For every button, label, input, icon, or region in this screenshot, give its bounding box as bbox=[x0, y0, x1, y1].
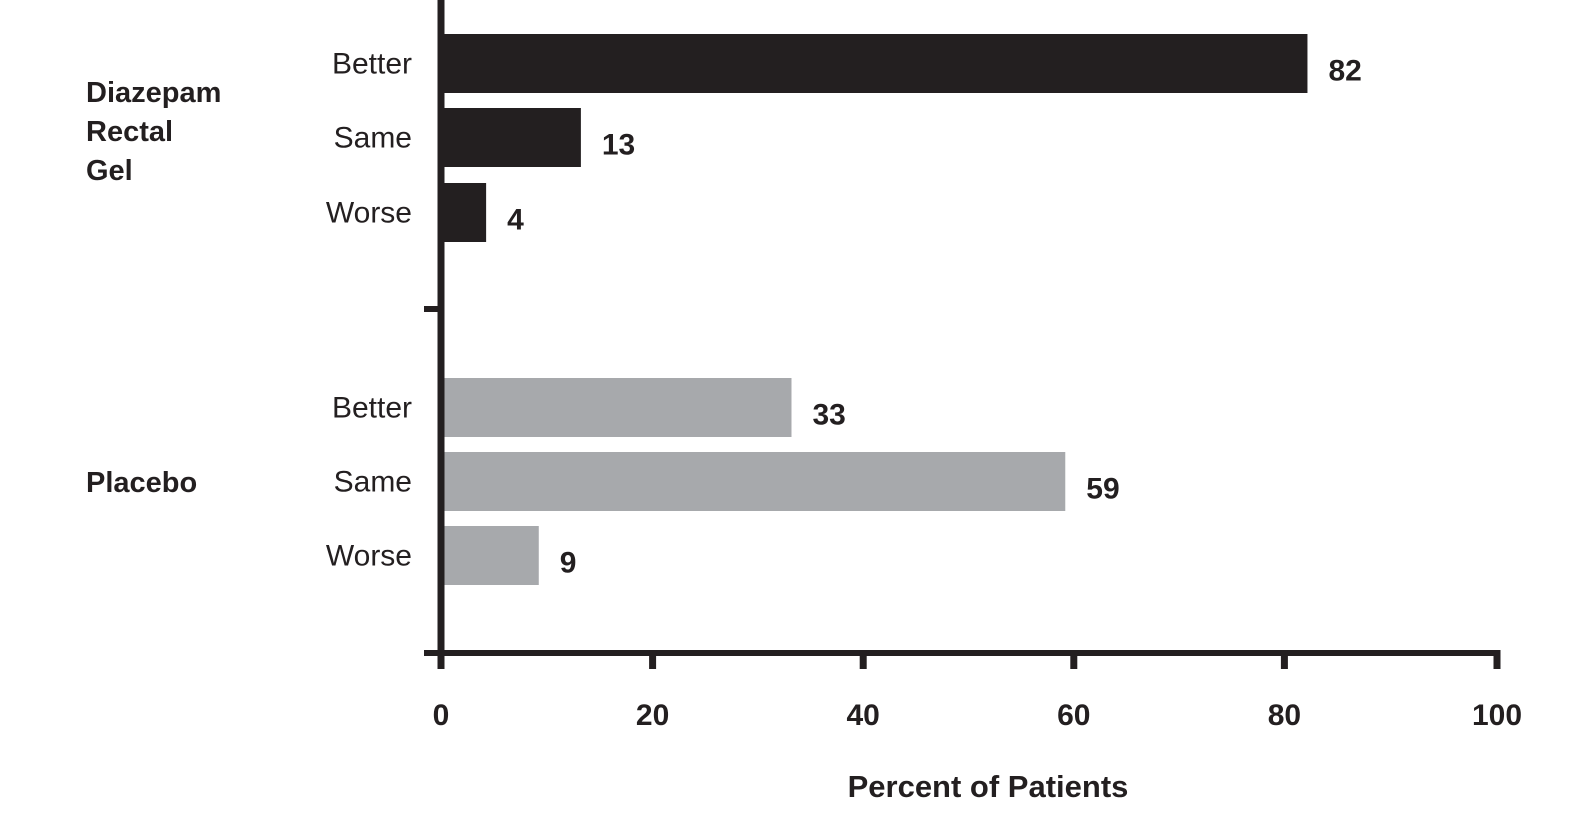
group-label-line: Gel bbox=[86, 155, 133, 187]
group-label-line: Rectal bbox=[86, 116, 173, 148]
tick-labels: 0 20 40 60 80 100 bbox=[433, 699, 1522, 732]
category-label: Same bbox=[334, 122, 412, 155]
bar bbox=[444, 378, 792, 437]
tick-label: 0 bbox=[433, 699, 450, 732]
category-label: Worse bbox=[326, 197, 412, 230]
category-labels: Better Same Worse Better Same Worse bbox=[326, 48, 412, 573]
bar bbox=[444, 183, 487, 242]
data-labels: 82 13 4 33 59 9 bbox=[507, 55, 1362, 580]
data-label: 33 bbox=[812, 399, 845, 432]
group-label: Diazepam Rectal Gel bbox=[86, 77, 221, 187]
bar bbox=[444, 108, 581, 167]
data-label: 13 bbox=[602, 129, 635, 162]
category-label: Same bbox=[334, 466, 412, 499]
tick-label: 20 bbox=[636, 699, 669, 732]
bar bbox=[444, 34, 1308, 93]
data-label: 4 bbox=[507, 204, 524, 237]
group-label-line: Placebo bbox=[86, 467, 197, 499]
bar bbox=[444, 452, 1066, 511]
data-label: 82 bbox=[1328, 55, 1361, 88]
category-label: Better bbox=[332, 392, 412, 425]
group-label-line: Diazepam bbox=[86, 77, 221, 109]
x-axis-label: Percent of Patients bbox=[848, 769, 1129, 804]
tick-label: 80 bbox=[1268, 699, 1301, 732]
bars bbox=[444, 34, 1308, 585]
data-label: 9 bbox=[560, 547, 577, 580]
group-label: Placebo bbox=[86, 467, 197, 499]
axes bbox=[424, 0, 1501, 669]
data-label: 59 bbox=[1086, 473, 1119, 506]
category-label: Better bbox=[332, 48, 412, 81]
tick-label: 40 bbox=[847, 699, 880, 732]
bar bbox=[444, 526, 539, 585]
group-labels: Diazepam Rectal Gel Placebo bbox=[86, 77, 221, 499]
category-label: Worse bbox=[326, 540, 412, 573]
tick-label: 60 bbox=[1057, 699, 1090, 732]
tick-label: 100 bbox=[1472, 699, 1522, 732]
